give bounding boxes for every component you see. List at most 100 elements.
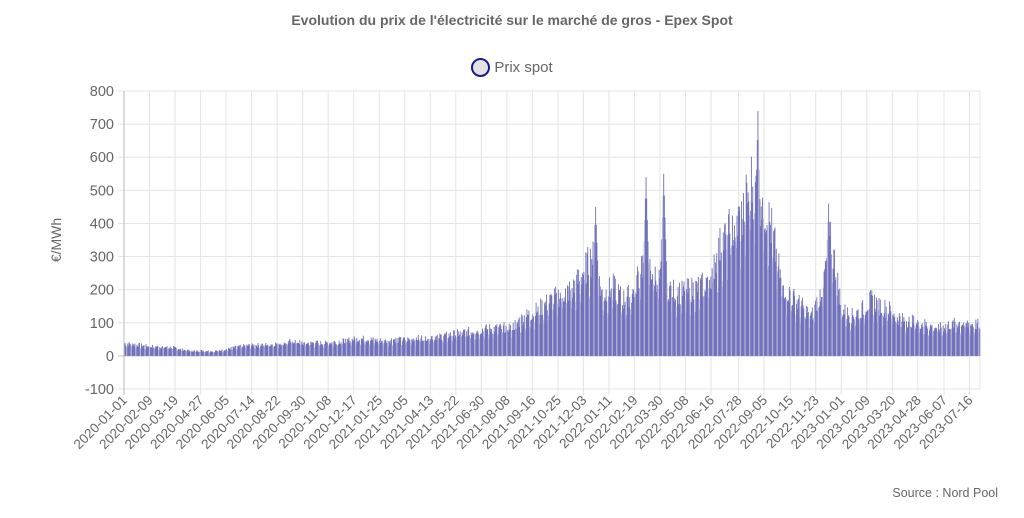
price-bar — [860, 317, 862, 356]
price-bar — [888, 314, 890, 356]
price-bar — [406, 341, 408, 356]
price-bar — [487, 334, 489, 356]
price-bar — [671, 312, 673, 356]
price-bar — [194, 351, 196, 356]
price-bar — [621, 312, 623, 356]
price-bar — [281, 344, 282, 356]
price-bar — [870, 290, 871, 356]
price-bar — [619, 290, 621, 356]
price-bar — [247, 345, 248, 356]
legend[interactable]: Prix spot — [0, 58, 1024, 77]
price-bar — [224, 350, 226, 356]
price-bar — [495, 326, 497, 356]
price-bar — [811, 311, 813, 356]
legend-swatch-icon[interactable] — [471, 58, 491, 77]
price-bar — [920, 328, 922, 356]
price-bar — [592, 241, 594, 356]
price-bar — [831, 267, 833, 356]
price-bar — [343, 342, 345, 356]
price-bar — [586, 283, 587, 356]
price-bar — [530, 320, 532, 356]
price-bar — [959, 334, 961, 356]
price-bar — [716, 292, 718, 356]
price-bar — [790, 310, 792, 356]
price-bar — [788, 300, 790, 356]
price-bar — [332, 345, 334, 356]
price-bar — [574, 302, 576, 356]
price-bar — [857, 309, 859, 356]
price-bar — [320, 343, 322, 356]
price-bar — [747, 203, 748, 356]
price-bar — [288, 339, 290, 356]
price-bar — [836, 305, 837, 356]
price-bar — [923, 334, 925, 356]
price-bar — [656, 284, 658, 356]
price-bar — [355, 342, 357, 356]
price-bar — [175, 347, 177, 356]
price-bar — [292, 343, 294, 356]
price-bar — [245, 347, 247, 356]
price-bar — [158, 349, 160, 356]
price-bar — [685, 312, 687, 356]
price-bar — [164, 347, 166, 356]
price-bar — [207, 350, 209, 356]
price-bar — [906, 321, 907, 356]
price-bar — [883, 312, 885, 356]
y-axis-label: €/MWh — [48, 218, 64, 262]
price-bar — [562, 298, 564, 356]
price-bar — [653, 291, 655, 356]
price-bar — [462, 329, 464, 356]
price-bar — [271, 345, 273, 356]
price-bar — [184, 350, 186, 356]
price-bar — [440, 334, 441, 356]
price-bar — [512, 322, 514, 356]
price-bar — [236, 349, 238, 356]
price-bar — [362, 338, 364, 356]
price-bar — [937, 330, 939, 356]
price-bar — [345, 338, 347, 356]
price-bar — [235, 349, 237, 356]
price-bar — [591, 264, 593, 356]
price-bar — [416, 340, 418, 356]
price-bar — [243, 345, 245, 356]
price-bar — [167, 349, 169, 356]
price-bar — [968, 322, 970, 356]
price-bar — [755, 175, 757, 356]
price-bar — [812, 319, 814, 356]
y-tick-label: 100 — [90, 316, 114, 332]
price-bar — [680, 314, 682, 356]
price-bar — [247, 345, 249, 356]
price-bar — [643, 241, 645, 356]
price-bar — [932, 336, 934, 356]
price-bar — [719, 228, 721, 356]
price-bar — [457, 329, 459, 356]
price-bar — [803, 317, 805, 356]
price-bar — [559, 298, 561, 356]
price-bar — [168, 348, 170, 356]
price-bar — [732, 245, 734, 356]
price-bar — [720, 260, 722, 356]
price-bar — [822, 306, 824, 356]
price-bar — [501, 331, 503, 356]
price-bar — [642, 262, 644, 356]
price-bar — [504, 333, 506, 356]
price-bar — [944, 330, 946, 356]
price-bar — [276, 343, 278, 356]
price-bar — [382, 345, 384, 356]
price-bar — [978, 332, 979, 356]
price-bar — [862, 314, 864, 356]
price-bar — [561, 307, 563, 356]
price-bar — [397, 337, 399, 356]
price-bar — [524, 331, 526, 356]
price-bar — [300, 345, 301, 356]
price-bar — [590, 277, 592, 356]
price-bar — [644, 198, 646, 356]
legend-label[interactable]: Prix spot — [494, 59, 553, 76]
price-bar — [925, 325, 926, 356]
price-bar — [492, 338, 494, 356]
price-bar — [159, 348, 161, 356]
price-bar — [650, 279, 652, 356]
price-bar — [517, 321, 519, 356]
price-bar — [453, 330, 455, 356]
price-bar — [353, 336, 355, 356]
